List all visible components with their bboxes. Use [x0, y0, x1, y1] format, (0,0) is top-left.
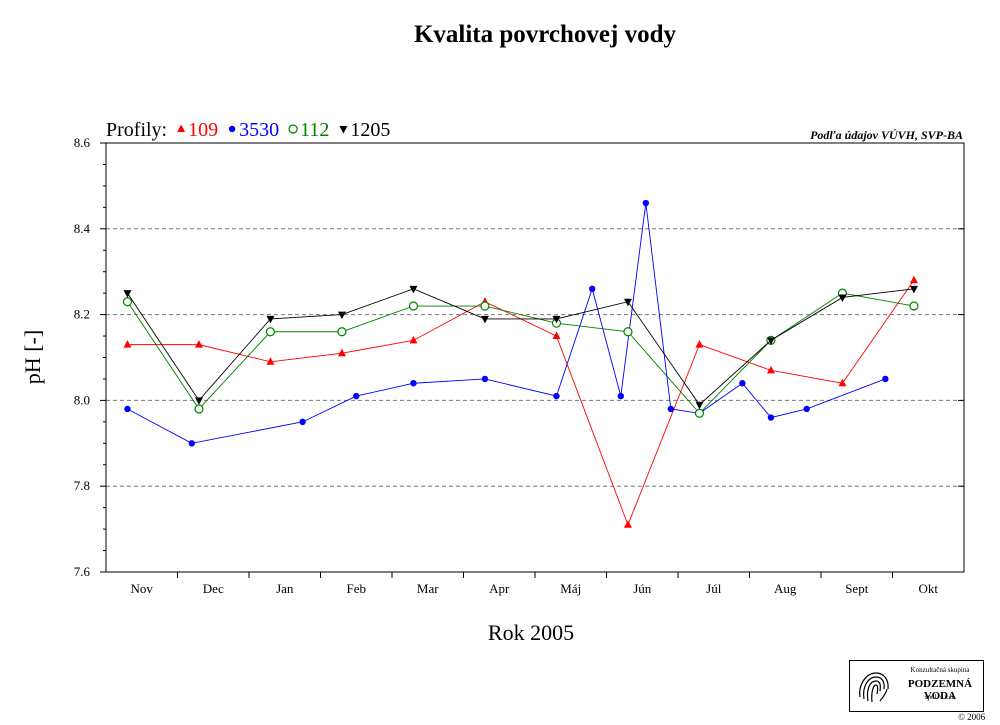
- series-layer: [122, 199, 919, 528]
- plot-area: [105, 142, 965, 573]
- data-point-109: [838, 378, 847, 387]
- data-point-1205: [695, 401, 704, 410]
- data-point-3530: [188, 440, 195, 447]
- data-point-3530: [642, 199, 650, 207]
- data-point-1205: [838, 294, 847, 302]
- x-axis: Nov Dec Jan Feb Mar Apr Máj Jún Júl Aug Sept Okt: [131, 572, 939, 596]
- x-tick-label: Júl: [706, 581, 722, 596]
- data-point-112: [909, 301, 919, 311]
- data-point-109: [337, 348, 346, 357]
- data-point-3530: [124, 405, 131, 413]
- x-tick-label: Jún: [633, 581, 652, 596]
- data-point-3530: [299, 418, 306, 426]
- data-point-1205: [909, 285, 918, 294]
- data-point-112: [194, 404, 204, 414]
- data-point-109: [409, 335, 418, 344]
- data-point-3530: [739, 380, 746, 387]
- data-point-109: [909, 275, 918, 284]
- fingerprint-icon: [859, 672, 889, 703]
- legend-label-109: 109: [188, 119, 218, 141]
- data-point-3530: [767, 414, 775, 421]
- data-point-3530: [617, 392, 624, 400]
- data-point-112: [122, 297, 133, 307]
- data-point-109: [623, 520, 632, 528]
- series-112: [122, 288, 919, 418]
- x-tick-label: Feb: [347, 581, 367, 596]
- data-point-1205: [123, 290, 132, 298]
- y-axis-title: pH [-]: [20, 330, 45, 384]
- legend-marker-3530: [228, 125, 236, 133]
- data-point-112: [408, 301, 419, 311]
- data-point-3530: [353, 392, 360, 400]
- x-tick-label: Mar: [417, 581, 439, 596]
- series-line-112: [127, 292, 915, 414]
- x-tick-label: Sept: [845, 581, 869, 596]
- x-tick-label: Apr: [489, 581, 510, 596]
- legend-label-1205: 1205: [350, 119, 390, 141]
- data-point-1205: [194, 397, 203, 405]
- series-line-109: [127, 280, 915, 527]
- legend-label-112: 112: [300, 119, 329, 141]
- y-tick-label: 8.4: [74, 221, 91, 236]
- x-tick-label: Jan: [276, 581, 294, 596]
- data-point-112: [694, 408, 705, 418]
- y-tick-label: 8.2: [74, 307, 90, 322]
- y-tick-label: 8.6: [74, 135, 91, 150]
- data-point-3530: [553, 392, 560, 400]
- series-1205: [123, 285, 918, 410]
- series-3530: [124, 199, 889, 447]
- x-tick-label: Nov: [131, 581, 154, 596]
- series-line-3530: [127, 203, 886, 444]
- data-point-109: [266, 357, 275, 365]
- data-point-109: [194, 340, 203, 348]
- data-point-112: [623, 327, 633, 337]
- data-point-3530: [667, 405, 675, 413]
- x-tick-label: Aug: [774, 581, 797, 596]
- legend: Profily: 109 3530 112 1205: [106, 119, 390, 141]
- data-point-3530: [882, 375, 889, 383]
- legend-marker-109: [177, 124, 186, 132]
- data-point-112: [265, 327, 276, 337]
- copyright: © 2006: [958, 712, 986, 722]
- data-point-1205: [766, 337, 775, 345]
- legend-marker-1205: [339, 126, 348, 134]
- data-point-109: [123, 340, 132, 348]
- logo-line1: Konzultačná skupina: [910, 666, 970, 674]
- data-point-109: [695, 340, 704, 348]
- data-point-112: [337, 327, 347, 337]
- data-point-3530: [803, 405, 810, 413]
- data-point-3530: [481, 375, 489, 383]
- source-note: Podľa údajov VÚVH, SVP-BA: [810, 128, 963, 142]
- x-tick-label: Okt: [919, 581, 939, 596]
- legend-label-3530: 3530: [239, 119, 279, 141]
- legend-marker-112: [288, 124, 298, 134]
- logo-line2: PODZEMNÁ VODA: [907, 678, 973, 702]
- logo-line3: spol. s r. o.: [924, 693, 956, 701]
- legend-prefix: Profily:: [106, 119, 167, 141]
- data-point-112: [480, 301, 490, 311]
- data-point-3530: [410, 380, 417, 387]
- data-point-1205: [480, 315, 489, 324]
- data-point-109: [766, 365, 775, 374]
- company-logo: Konzultačná skupina PODZEMNÁ VODA spol. …: [849, 660, 984, 712]
- data-point-1205: [266, 315, 275, 324]
- data-point-1205: [337, 311, 346, 320]
- x-tick-label: Máj: [560, 581, 581, 596]
- series-line-1205: [127, 288, 915, 406]
- data-point-1205: [623, 298, 632, 307]
- data-point-3530: [589, 285, 596, 293]
- y-tick-label: 8.0: [74, 392, 90, 407]
- chart-title: Kvalita povrchovej vody: [414, 21, 677, 48]
- y-tick-label: 7.8: [74, 478, 90, 493]
- series-109: [123, 275, 918, 528]
- data-point-1205: [409, 285, 418, 294]
- data-point-109: [552, 331, 561, 340]
- gridlines: [106, 228, 964, 487]
- x-axis-title: Rok 2005: [488, 620, 574, 645]
- y-tick-label: 7.6: [74, 564, 91, 579]
- x-tick-label: Dec: [203, 581, 224, 596]
- data-point-1205: [552, 315, 561, 324]
- y-axis: 7.6 7.8 8.0 8.2 8.4 8.6: [74, 135, 964, 579]
